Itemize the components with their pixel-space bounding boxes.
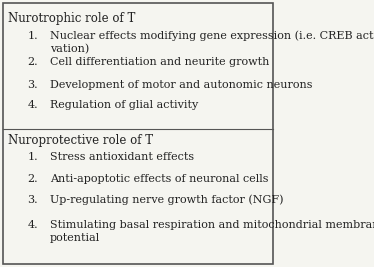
Text: 1.: 1. (28, 152, 38, 162)
Text: 4.: 4. (28, 220, 38, 230)
Text: Anti-apoptotic effects of neuronal cells: Anti-apoptotic effects of neuronal cells (50, 174, 268, 183)
Text: Nuroprotective role of T: Nuroprotective role of T (8, 134, 153, 147)
Text: Cell differentiation and neurite growth: Cell differentiation and neurite growth (50, 57, 269, 67)
Text: 1.: 1. (28, 31, 38, 41)
Text: 2.: 2. (28, 174, 38, 183)
Text: Development of motor and autonomic neurons: Development of motor and autonomic neuro… (50, 80, 312, 90)
Text: Regulation of glial activity: Regulation of glial activity (50, 100, 198, 110)
Text: 2.: 2. (28, 57, 38, 67)
Text: Up-regulating nerve growth factor (NGF): Up-regulating nerve growth factor (NGF) (50, 195, 283, 206)
Text: Nuclear effects modifying gene expression (i.e. CREB acti-
vation): Nuclear effects modifying gene expressio… (50, 31, 374, 54)
Text: Stimulating basal respiration and mitochondrial membrane
potential: Stimulating basal respiration and mitoch… (50, 220, 374, 243)
Text: 4.: 4. (28, 100, 38, 110)
Text: 3.: 3. (28, 80, 38, 90)
Text: Nurotrophic role of T: Nurotrophic role of T (8, 12, 136, 25)
Text: Stress antioxidant effects: Stress antioxidant effects (50, 152, 194, 162)
FancyBboxPatch shape (3, 3, 273, 264)
Text: 3.: 3. (28, 195, 38, 205)
